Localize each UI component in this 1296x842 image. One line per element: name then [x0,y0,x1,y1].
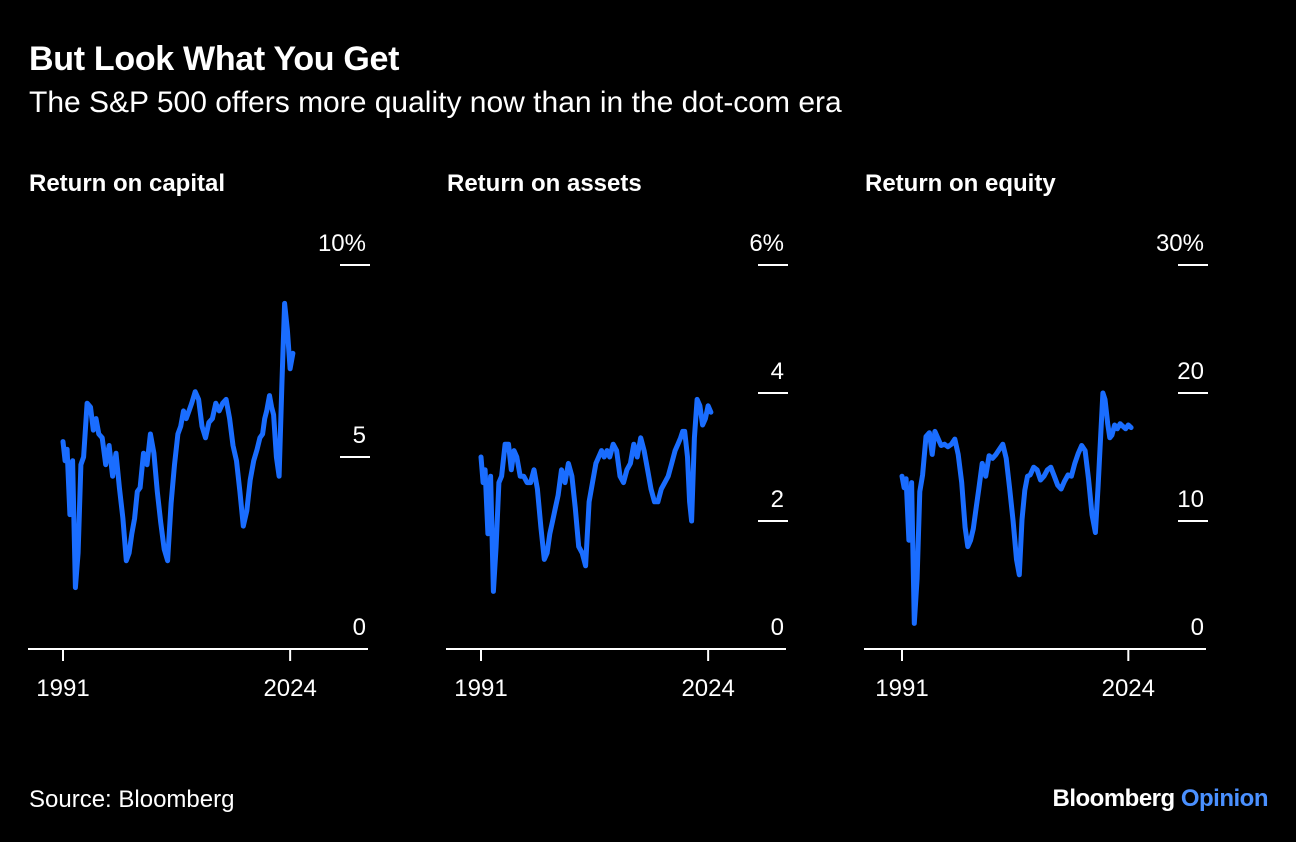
return-on-equity-series-line [899,390,1134,626]
return-on-equity-ytick-label: 0 [1191,614,1204,641]
source-note: Source: Bloomberg [29,786,235,813]
brand-name: Bloomberg [1052,785,1176,812]
chart-title: But Look What You Get [29,40,400,78]
return-on-capital-series-line [60,300,296,591]
panel-title-return-on-capital: Return on capital [29,170,226,197]
return-on-assets-xtick-label: 2024 [681,675,734,702]
return-on-capital-ytick-label: 5 [353,422,366,449]
return-on-equity-ytick-label: 10 [1177,486,1204,513]
panel-title-return-on-assets: Return on assets [447,170,642,197]
return-on-equity-xtick-label: 2024 [1102,675,1155,702]
return-on-equity-xtick-label: 1991 [875,675,928,702]
chart-subtitle: The S&P 500 offers more quality now than… [29,86,842,119]
return-on-capital-ytick-label: 10% [318,230,366,257]
return-on-equity-ytick-label: 20 [1177,358,1204,385]
panel-title-return-on-equity: Return on equity [865,170,1056,197]
return-on-capital-xtick-label: 2024 [263,675,316,702]
return-on-assets-ytick-label: 6% [749,230,784,257]
return-on-capital-ytick-label: 0 [353,614,366,641]
brand-section: Opinion [1180,785,1269,812]
return-on-capital-xtick-label: 1991 [36,675,89,702]
return-on-assets-xtick-label: 1991 [454,675,507,702]
bloomberg-opinion-logo: Bloomberg Opinion [1053,785,1269,813]
return-on-assets-ytick-label: 0 [771,614,784,641]
return-on-assets-ytick-label: 2 [771,486,784,513]
return-on-assets-series-line [478,396,714,594]
return-on-assets-ytick-label: 4 [771,358,784,385]
return-on-equity-ytick-label: 30% [1156,230,1204,257]
